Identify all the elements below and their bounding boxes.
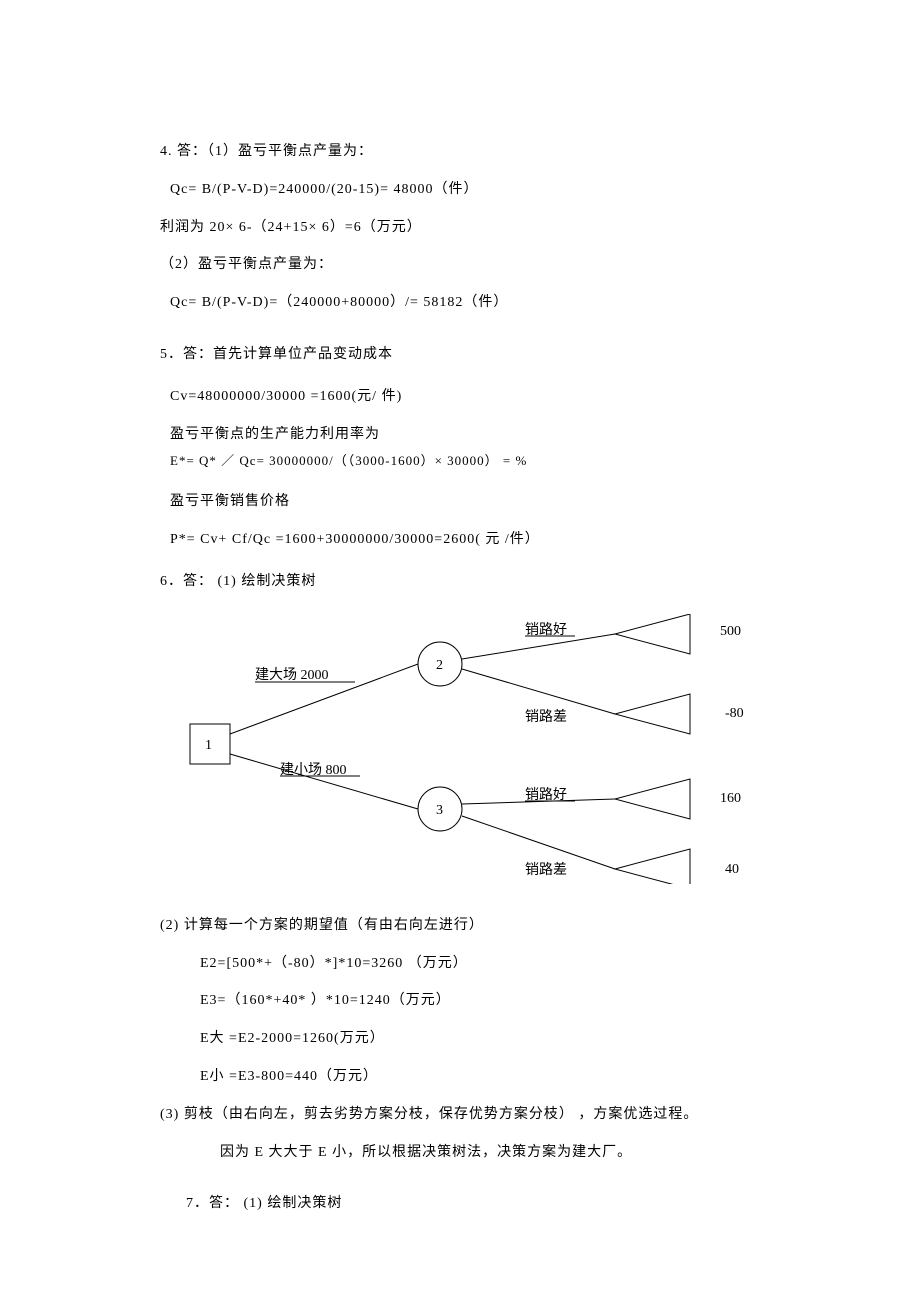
root-node-label: 1 <box>205 738 212 753</box>
q7-line1: 7．答： (1) 绘制决策树 <box>160 1192 760 1216</box>
q5-line2: Cv=48000000/30000 =1600(元/ 件) <box>160 385 760 409</box>
q6-line3: E2=[500*+（-80）*]*10=3260 （万元） <box>160 952 760 976</box>
q6-line2: (2) 计算每一个方案的期望值（有由右向左进行） <box>160 914 760 938</box>
q6-line1: 6．答： (1) 绘制决策树 <box>160 570 760 594</box>
q6-line7: (3) 剪枝（由右向左，剪去劣势方案分枝，保存优势方案分枝） ，方案优选过程。 <box>160 1103 760 1127</box>
decision-tree-svg: 1 2 3 <box>160 614 780 884</box>
branch1-label: 建大场 2000 <box>255 664 329 684</box>
outcome2-value: -80 <box>725 706 744 722</box>
terminal-4 <box>615 849 690 884</box>
q5-line1: 5．答：首先计算单位产品变动成本 <box>160 343 760 367</box>
terminal-2 <box>615 694 690 734</box>
q5-line5: 盈亏平衡销售价格 <box>160 490 760 514</box>
terminal-1 <box>615 614 690 654</box>
q4-line2: Qc= B/(P-V-D)=240000/(20-15)= 48000（件） <box>160 178 760 202</box>
chance-node-3-label: 3 <box>436 803 443 818</box>
q4-line4: （2）盈亏平衡点产量为： <box>160 253 760 277</box>
q5-line4: E*= Q* ／ Qc= 30000000/（（3000-1600）× 3000… <box>160 450 760 472</box>
outcome4-label: 销路差 <box>525 859 567 879</box>
q6-line6: E小 =E3-800=440（万元） <box>160 1065 760 1089</box>
outcome3-label: 销路好 <box>525 784 567 804</box>
branch2-label: 建小场 800 <box>280 759 347 779</box>
q4-line5: Qc= B/(P-V-D)=（240000+80000）/= 58182（件） <box>160 291 760 315</box>
q5-line3: 盈亏平衡点的生产能力利用率为 <box>160 423 760 447</box>
outcome1-value: 500 <box>720 624 741 640</box>
outcome1-label: 销路好 <box>525 619 567 639</box>
decision-tree-diagram: 1 2 3 <box>160 614 780 884</box>
q6-line5: E大 =E2-2000=1260(万元） <box>160 1027 760 1051</box>
document-page: 4. 答：（1）盈亏平衡点产量为： Qc= B/(P-V-D)=240000/(… <box>0 0 920 1290</box>
q4-line1: 4. 答：（1）盈亏平衡点产量为： <box>160 140 760 164</box>
q4-line3: 利润为 20× 6-（24+15× 6）=6（万元） <box>160 216 760 240</box>
outcome2-label: 销路差 <box>525 706 567 726</box>
outcome4-value: 40 <box>725 862 739 878</box>
q6-line8: 因为 E 大大于 E 小，所以根据决策树法，决策方案为建大厂。 <box>160 1141 760 1165</box>
chance-node-2-label: 2 <box>436 658 443 673</box>
q5-line6: P*= Cv+ Cf/Qc =1600+30000000/30000=2600(… <box>160 528 760 552</box>
outcome3-value: 160 <box>720 791 741 807</box>
terminal-3 <box>615 779 690 819</box>
q6-line4: E3=（160*+40* ）*10=1240（万元） <box>160 989 760 1013</box>
